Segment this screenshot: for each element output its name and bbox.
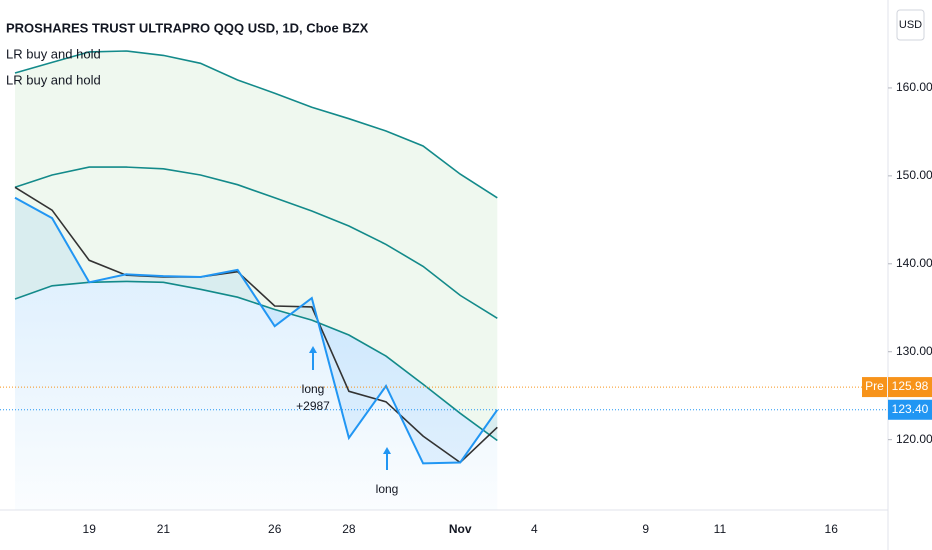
signal-label: long <box>376 482 399 496</box>
x-tick-label: Nov <box>449 522 472 536</box>
currency-label: USD <box>899 19 922 31</box>
series-line <box>14 186 498 464</box>
x-tick-label: 4 <box>531 522 538 536</box>
price-label-box <box>888 399 932 420</box>
signal-arrow-head <box>383 447 391 454</box>
x-tick-label: 19 <box>83 522 97 536</box>
currency-button[interactable] <box>896 9 925 41</box>
price-label: 125.98 <box>892 379 929 393</box>
indicator-label: LR buy and hold <box>6 72 101 87</box>
y-tick-label: 120.00 <box>896 432 932 446</box>
x-tick-label: 28 <box>342 522 356 536</box>
x-tick-label: 16 <box>825 522 839 536</box>
price-band-fill <box>15 197 498 464</box>
x-tick-label: 9 <box>642 522 649 536</box>
chart-title: PROSHARES TRUST ULTRAPRO QQQ USD, 1D, Cb… <box>6 20 369 35</box>
y-tick-label: 140.00 <box>896 256 932 270</box>
lower-area <box>15 281 498 510</box>
session-label-box <box>862 377 887 398</box>
signal-arrow-head <box>309 346 317 353</box>
price-label: 123.40 <box>892 402 929 416</box>
series-line <box>14 50 498 199</box>
signal-label: +2987 <box>296 399 330 413</box>
y-tick-label: 160.00 <box>896 80 932 94</box>
y-tick-label: 130.00 <box>896 344 932 358</box>
plot-area <box>14 50 499 510</box>
y-tick-label: 150.00 <box>896 168 932 182</box>
series-line <box>14 196 499 465</box>
x-tick-label: 21 <box>157 522 171 536</box>
signal-label: long <box>302 382 325 396</box>
series-line <box>14 280 498 442</box>
session-label: Pre <box>865 379 884 393</box>
x-tick-label: 11 <box>714 522 727 536</box>
series-line <box>14 166 498 319</box>
indicator-label: LR buy and hold <box>6 46 101 61</box>
price-label-box <box>888 377 932 398</box>
x-tick-label: 26 <box>268 522 282 536</box>
band-fill <box>15 51 498 441</box>
